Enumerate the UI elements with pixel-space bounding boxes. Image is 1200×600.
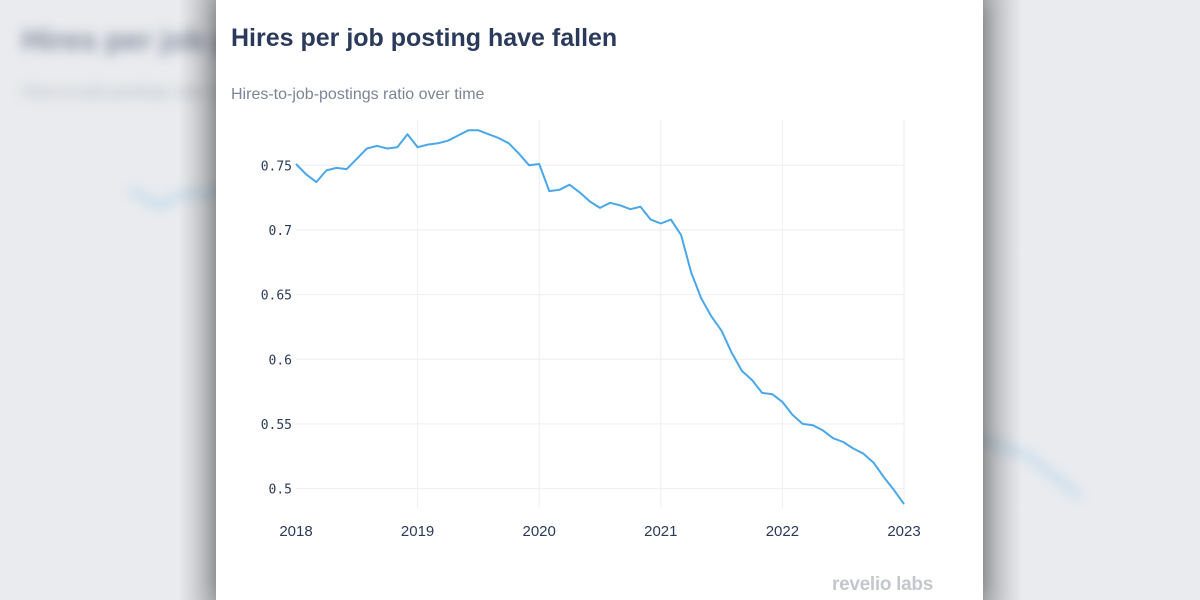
x-tick-label: 2020 — [523, 523, 556, 540]
line-chart: 0.50.550.60.650.70.75 2018 2019 2020 2021 20… — [261, 120, 921, 540]
revelio-labs-logo: revelio labs — [832, 574, 933, 595]
card-shadow-left — [178, 0, 218, 600]
chart-card: Hires per job posting have fallen Hires-… — [216, 0, 983, 600]
x-tick-label: 2021 — [644, 523, 677, 540]
card-shadow-right — [982, 0, 1022, 600]
chart-title: Hires per job posting have fallen — [231, 24, 618, 52]
y-tick-label: 0.55 — [261, 418, 292, 433]
y-tick-label: 0.6 — [269, 353, 292, 368]
y-tick-label: 0.7 — [269, 224, 292, 239]
x-tick-label: 2023 — [887, 523, 920, 540]
x-tick-label: 2019 — [401, 523, 434, 540]
series-line-hires-ratio — [295, 129, 905, 505]
backdrop-subtitle: Hires-to-job-postings ratio over time — [22, 84, 276, 101]
chart-subtitle: Hires-to-job-postings ratio over time — [231, 86, 485, 103]
x-tick-label: 2018 — [279, 523, 312, 540]
vertical-gridlines — [417, 120, 905, 508]
y-tick-label: 0.5 — [269, 483, 292, 498]
y-tick-label: 0.65 — [261, 289, 292, 304]
x-axis-ticks: 2018 2019 2020 2021 2022 2023 — [279, 523, 920, 540]
horizontal-gridlines — [296, 164, 904, 490]
x-tick-label: 2022 — [766, 523, 799, 540]
y-tick-label: 0.75 — [261, 159, 292, 174]
y-axis-ticks: 0.5 0.55 0.6 0.65 0.7 0.75 — [261, 159, 292, 497]
